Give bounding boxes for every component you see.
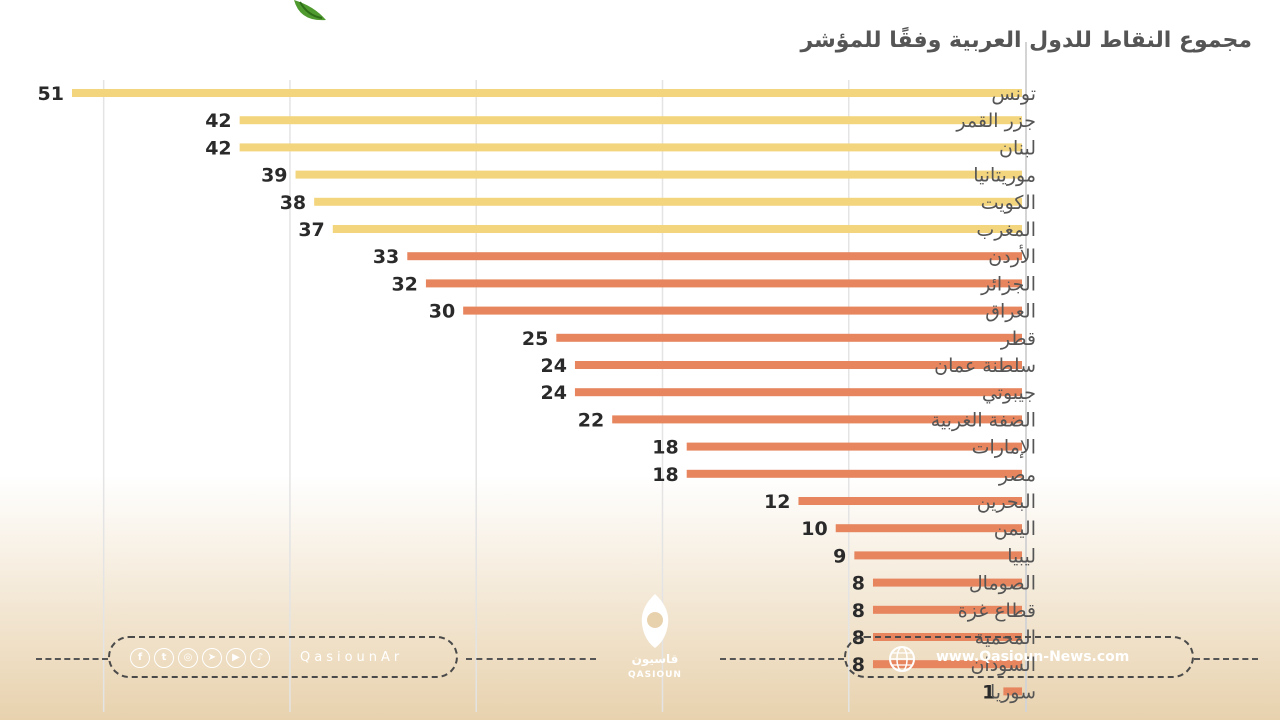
website-pill: www.Qasioun-News.com <box>844 636 1194 678</box>
category-label-9: قطر <box>1000 328 1036 350</box>
value-label-3: 39 <box>261 165 287 187</box>
bar-13 <box>686 442 1022 451</box>
category-label-3: موريتانيا <box>973 165 1036 187</box>
bar-1 <box>239 116 1022 125</box>
bar-6 <box>407 252 1022 261</box>
bar-15 <box>798 497 1022 505</box>
bar-16 <box>835 524 1022 533</box>
bar-21 <box>872 660 1022 669</box>
value-label-10: 24 <box>540 355 566 377</box>
twitter-icon[interactable]: t <box>154 648 174 668</box>
category-label-18: الصومال <box>969 573 1036 595</box>
category-label-8: العراق <box>985 301 1036 323</box>
category-label-14: مصر <box>998 464 1036 486</box>
category-label-6: الأردن <box>988 245 1036 268</box>
category-label-7: الجزائر <box>980 273 1036 295</box>
value-label-1: 42 <box>205 110 231 132</box>
bar-11 <box>574 388 1022 397</box>
tiktok-icon[interactable]: ♪ <box>250 648 270 668</box>
bar-4 <box>314 197 1022 206</box>
bar-9 <box>556 333 1022 342</box>
bar-0 <box>72 89 1022 97</box>
value-label-12: 22 <box>578 409 604 431</box>
value-label-15: 12 <box>764 491 790 513</box>
category-label-10: سلطنة عمان <box>934 355 1036 377</box>
category-label-4: الكويت <box>981 192 1036 214</box>
value-label-19: 8 <box>852 600 865 622</box>
category-label-11: جيبوتي <box>982 382 1036 404</box>
category-label-20: المحمية <box>975 627 1036 649</box>
telegram-icon[interactable]: ➤ <box>202 648 222 668</box>
category-label-2: لبنان <box>999 137 1036 159</box>
value-label-13: 18 <box>652 437 678 459</box>
value-label-5: 37 <box>298 219 324 241</box>
category-label-5: المغرب <box>976 219 1036 241</box>
category-label-16: اليمن <box>994 518 1036 540</box>
youtube-icon[interactable]: ▶ <box>226 648 246 668</box>
facebook-icon[interactable]: f <box>130 648 150 668</box>
social-icons: f t ◎ ➤ ▶ ♪ <box>130 648 270 668</box>
value-label-22: 1 <box>982 681 995 703</box>
value-label-17: 9 <box>833 545 846 567</box>
value-label-6: 33 <box>373 246 399 268</box>
category-label-0: تونس <box>991 83 1036 105</box>
globe-icon <box>889 646 915 672</box>
footer-dash-mid-right <box>720 658 844 660</box>
category-label-21: السودان <box>970 654 1036 676</box>
social-pill: f t ◎ ➤ ▶ ♪ QasiounAr <box>108 636 458 678</box>
value-label-18: 8 <box>852 573 865 595</box>
bar-18 <box>872 578 1022 587</box>
value-label-9: 25 <box>522 328 548 350</box>
footer-dash-left <box>36 658 108 660</box>
bar-3 <box>295 170 1022 179</box>
leaf-logo-icon <box>294 0 326 21</box>
bar-8 <box>463 306 1022 315</box>
bar-7 <box>425 279 1022 288</box>
value-label-4: 38 <box>280 192 306 214</box>
bar-10 <box>574 361 1022 369</box>
category-label-12: الضفة الغربية <box>931 409 1036 431</box>
bar-2 <box>239 143 1022 152</box>
footer-dash-right <box>1194 658 1258 660</box>
category-label-19: قطاع غزة <box>958 600 1036 622</box>
category-label-13: الإمارات <box>972 437 1036 459</box>
bar-12 <box>612 415 1022 424</box>
website-link[interactable]: www.Qasioun-News.com <box>936 649 1130 665</box>
bar-22 <box>1003 687 1022 696</box>
value-label-7: 32 <box>391 273 417 295</box>
logo-arabic-text: قاسيون <box>631 652 679 666</box>
value-label-16: 10 <box>801 518 827 540</box>
value-label-14: 18 <box>652 464 678 486</box>
category-label-1: جزر القمر <box>955 110 1036 132</box>
value-label-2: 42 <box>205 137 231 159</box>
logo-latin-text: QASIOUN <box>628 670 682 680</box>
category-label-15: البحرين <box>977 491 1036 513</box>
instagram-icon[interactable]: ◎ <box>178 648 198 668</box>
qasioun-logo-icon <box>641 594 669 648</box>
category-label-22: سوريا <box>990 681 1036 703</box>
bar-14 <box>686 469 1022 478</box>
value-label-8: 30 <box>429 301 455 323</box>
value-label-11: 24 <box>540 382 566 404</box>
qasioun-logo: قاسيون QASIOUN <box>610 590 700 690</box>
bar-19 <box>872 605 1022 614</box>
bar-5 <box>332 225 1022 233</box>
bar-17 <box>854 551 1022 560</box>
category-label-17: ليبيا <box>1007 545 1036 567</box>
footer-bar: f t ◎ ➤ ▶ ♪ QasiounAr www.Qasioun-News.c… <box>0 636 1280 682</box>
value-label-0: 51 <box>38 83 64 105</box>
social-handle[interactable]: QasiounAr <box>300 650 404 665</box>
footer-dash-mid-left <box>466 658 596 660</box>
